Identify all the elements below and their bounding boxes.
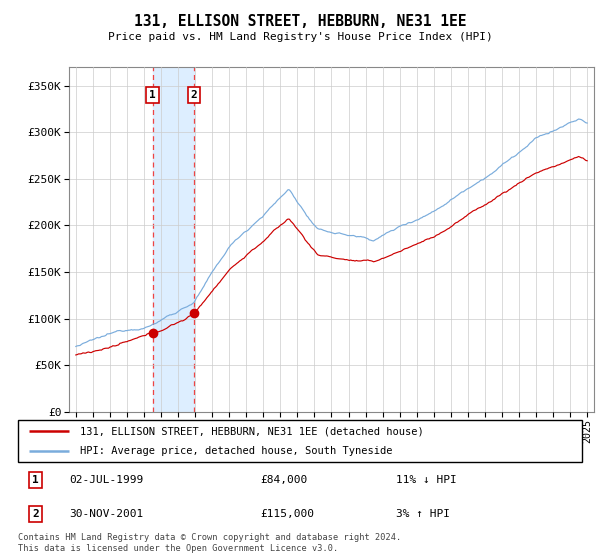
Text: 131, ELLISON STREET, HEBBURN, NE31 1EE: 131, ELLISON STREET, HEBBURN, NE31 1EE — [134, 14, 466, 29]
Text: £84,000: £84,000 — [260, 475, 308, 486]
FancyBboxPatch shape — [18, 420, 582, 462]
Text: £115,000: £115,000 — [260, 508, 314, 519]
Text: HPI: Average price, detached house, South Tyneside: HPI: Average price, detached house, Sout… — [80, 446, 392, 456]
Text: 2: 2 — [190, 90, 197, 100]
Text: 11% ↓ HPI: 11% ↓ HPI — [396, 475, 457, 486]
Bar — [152, 67, 194, 412]
Text: 1: 1 — [32, 475, 39, 486]
Text: 2: 2 — [32, 508, 39, 519]
Text: 1: 1 — [149, 90, 156, 100]
Text: 02-JUL-1999: 02-JUL-1999 — [69, 475, 143, 486]
Text: 3% ↑ HPI: 3% ↑ HPI — [396, 508, 450, 519]
Text: Price paid vs. HM Land Registry's House Price Index (HPI): Price paid vs. HM Land Registry's House … — [107, 32, 493, 43]
Text: Contains HM Land Registry data © Crown copyright and database right 2024.
This d: Contains HM Land Registry data © Crown c… — [18, 533, 401, 553]
Text: 131, ELLISON STREET, HEBBURN, NE31 1EE (detached house): 131, ELLISON STREET, HEBBURN, NE31 1EE (… — [80, 426, 424, 436]
Text: 30-NOV-2001: 30-NOV-2001 — [69, 508, 143, 519]
